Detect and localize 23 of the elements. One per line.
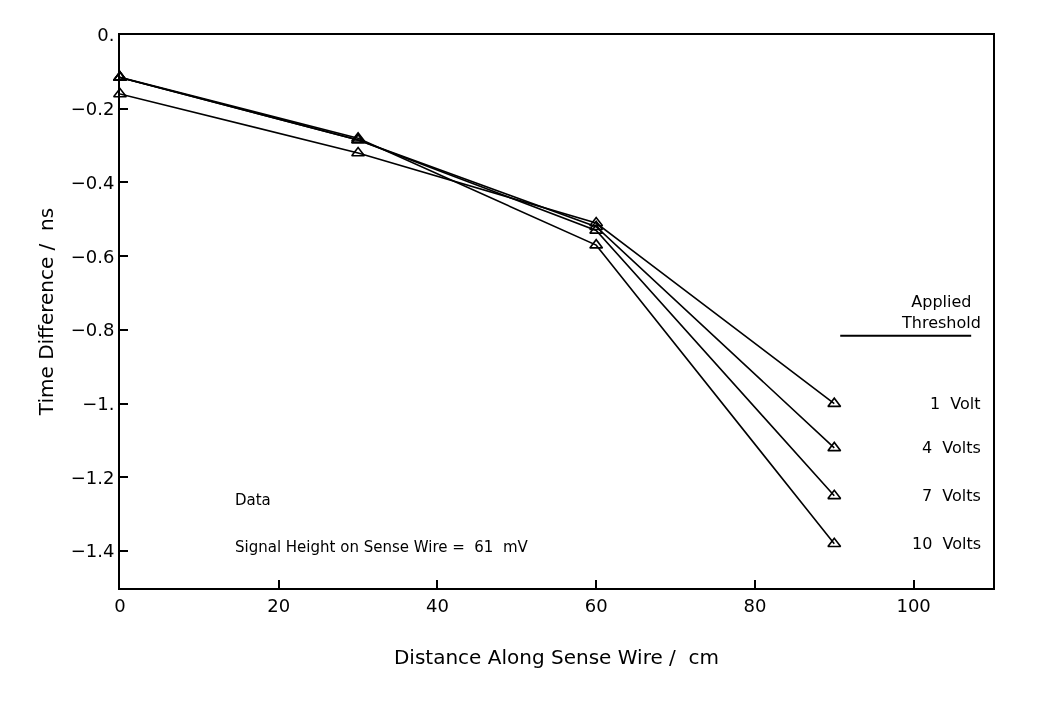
y-tick-label: −0.8 <box>70 319 115 341</box>
y-tick-label: −1.4 <box>70 540 115 562</box>
y-tick-label: −0.2 <box>70 98 115 120</box>
annotation: Signal Height on Sense Wire = 61 mV <box>235 538 529 556</box>
y-tick-label: 0. <box>97 24 115 46</box>
y-tick-label: −1.2 <box>70 466 115 488</box>
x-tick-label: 60 <box>584 594 608 616</box>
annotation: Data <box>235 491 271 509</box>
x-tick-label: 40 <box>426 594 449 616</box>
x-tick-label: 80 <box>743 594 767 616</box>
y-axis-title: Time Difference / ns <box>33 207 58 417</box>
text: 7 Volts <box>922 486 981 505</box>
text: 10 Volts <box>912 534 982 553</box>
legend-title: Applied Threshold <box>901 292 981 332</box>
x-tick-label: 20 <box>267 594 291 616</box>
text: 4 Volts <box>922 438 981 457</box>
y-tick-label: −0.4 <box>70 171 115 193</box>
y-tick-label: −1. <box>82 392 115 414</box>
text: 1 Volt <box>930 394 981 413</box>
x-tick-label: 0 <box>114 594 126 616</box>
x-axis-title: Distance Along Sense Wire / cm <box>393 644 720 669</box>
y-tick-label: −0.6 <box>70 245 115 267</box>
x-tick-label: 100 <box>896 594 931 616</box>
